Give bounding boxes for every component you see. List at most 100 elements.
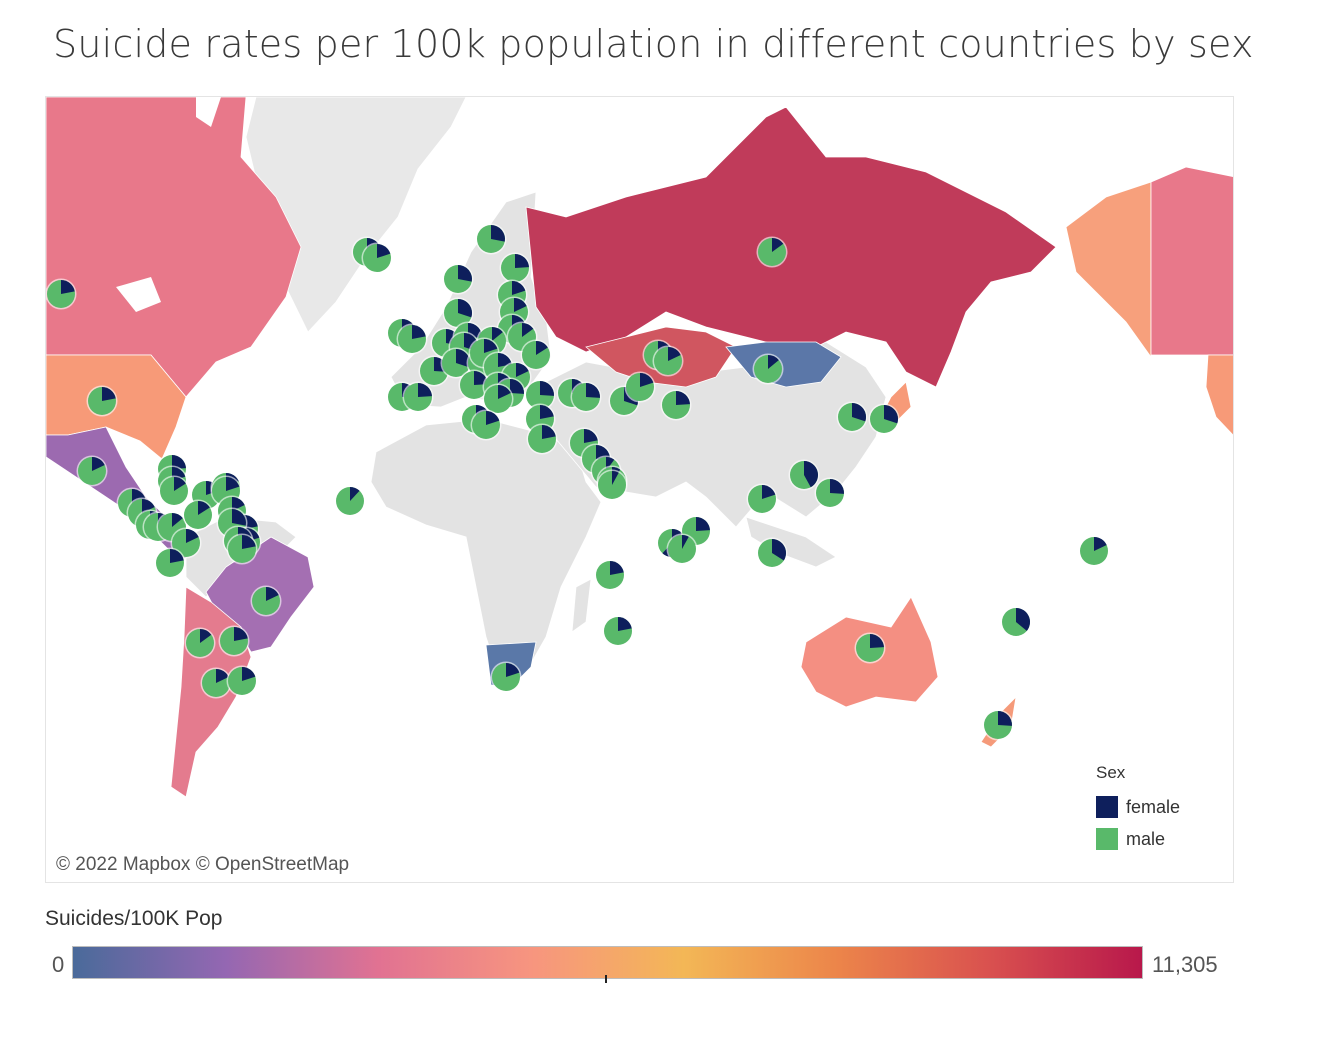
- legend-item-female[interactable]: female: [1096, 791, 1180, 823]
- pie-marker-brazil[interactable]: [250, 585, 282, 617]
- pie-marker-suriname[interactable]: [226, 533, 258, 565]
- pie-marker-new-zealand[interactable]: [982, 709, 1014, 741]
- pie-marker-south-africa[interactable]: [490, 661, 522, 693]
- region-se-asia[interactable]: [745, 516, 837, 568]
- region-united-states-wrap[interactable]: [1205, 354, 1234, 437]
- map-view[interactable]: © 2022 Mapbox © OpenStreetMap Sex female…: [45, 96, 1234, 883]
- pie-slice-female: [232, 497, 245, 511]
- pie-marker-canada[interactable]: [46, 278, 77, 310]
- pie-marker-seychelles[interactable]: [666, 533, 698, 565]
- region-africa[interactable]: [370, 418, 602, 683]
- pie-marker-united-states[interactable]: [86, 385, 118, 417]
- pie-marker-bulgaria[interactable]: [524, 379, 556, 411]
- pie-slice-female: [676, 391, 690, 405]
- pie-marker-oman[interactable]: [596, 469, 628, 501]
- pie-marker-mauritius[interactable]: [602, 615, 634, 647]
- pie-marker-mexico[interactable]: [76, 455, 108, 487]
- pie-marker-armenia[interactable]: [570, 381, 602, 413]
- male-swatch: [1096, 828, 1118, 850]
- pie-marker-paraguay[interactable]: [218, 625, 250, 657]
- pie-marker-russia[interactable]: [756, 236, 788, 268]
- pie-slice-female: [584, 429, 598, 443]
- pie-slice-female: [226, 477, 240, 491]
- pie-slice-female: [668, 347, 681, 361]
- pie-slice-female: [542, 425, 556, 439]
- pie-marker-israel[interactable]: [526, 423, 558, 455]
- pie-slice-female: [244, 515, 258, 529]
- pie-marker-kazakhstan[interactable]: [652, 345, 684, 377]
- pie-slice-female: [510, 379, 524, 394]
- region-canada-east-wrap[interactable]: [1150, 166, 1234, 356]
- region-russia[interactable]: [525, 106, 1057, 388]
- region-alaska[interactable]: [1065, 181, 1152, 359]
- pie-slice-female: [350, 487, 360, 501]
- pie-marker-cabo-verde[interactable]: [334, 485, 366, 517]
- pie-marker-thailand[interactable]: [746, 483, 778, 515]
- pie-marker-mongolia[interactable]: [752, 353, 784, 385]
- region-madagascar[interactable]: [571, 578, 592, 633]
- sex-legend: Sex female male: [1096, 763, 1180, 855]
- pie-slice-female: [768, 355, 779, 369]
- pie-slice-female: [418, 382, 432, 397]
- pie-slice-female: [586, 383, 600, 398]
- pie-marker-philippines[interactable]: [814, 477, 846, 509]
- pie-slice-female: [198, 501, 210, 515]
- pie-slice-female: [216, 669, 229, 683]
- pie-marker-panama[interactable]: [182, 499, 214, 531]
- pie-marker-norway[interactable]: [442, 263, 474, 295]
- pie-marker-australia[interactable]: [854, 632, 886, 664]
- pie-marker-malta[interactable]: [470, 409, 502, 441]
- pie-marker-sweden[interactable]: [475, 223, 507, 255]
- pie-slice-female: [682, 535, 689, 549]
- pie-slice-female: [540, 405, 554, 419]
- pie-slice-female: [522, 323, 534, 337]
- pie-marker-argentina[interactable]: [200, 667, 232, 699]
- pie-slice-female: [170, 549, 184, 563]
- legend-title: Sex: [1096, 763, 1126, 782]
- pie-marker-kiribati[interactable]: [1078, 535, 1110, 567]
- legend-item-male[interactable]: male: [1096, 823, 1180, 855]
- pie-slice-female: [458, 265, 472, 282]
- pie-slice-female: [412, 325, 426, 339]
- pie-marker-macau[interactable]: [788, 459, 820, 491]
- pie-marker-chile[interactable]: [184, 627, 216, 659]
- pie-marker-singapore[interactable]: [756, 537, 788, 569]
- pie-slice-female: [998, 711, 1012, 726]
- pie-marker-netherlands[interactable]: [442, 297, 474, 329]
- pie-slice-female: [172, 513, 183, 527]
- pie-marker-south-korea[interactable]: [836, 401, 868, 433]
- pie-marker-uruguay[interactable]: [226, 665, 258, 697]
- pie-marker-uzbekistan[interactable]: [660, 389, 692, 421]
- legend-label-male: male: [1126, 828, 1166, 849]
- pie-slice-female: [200, 629, 212, 643]
- pie-slice-female: [640, 373, 654, 387]
- pie-marker-ukraine[interactable]: [520, 339, 552, 371]
- pie-slice-female: [102, 387, 116, 401]
- pie-marker-ireland[interactable]: [396, 323, 428, 355]
- pie-marker-switzerland[interactable]: [440, 347, 472, 379]
- pie-slice-female: [186, 529, 199, 543]
- pie-slice-female: [174, 477, 186, 491]
- pie-marker-portugal[interactable]: [402, 381, 434, 413]
- pie-marker-turkmenistan[interactable]: [624, 371, 656, 403]
- pie-marker-finland[interactable]: [499, 252, 531, 284]
- pie-marker-greece[interactable]: [482, 383, 514, 415]
- female-swatch: [1096, 796, 1118, 818]
- color-scale-bar[interactable]: [72, 946, 1143, 979]
- chart-title: Suicide rates per 100k population in dif…: [53, 22, 1254, 66]
- pie-marker-fiji[interactable]: [1000, 606, 1032, 638]
- pie-slice-female: [266, 587, 279, 601]
- pie-slice-female: [618, 617, 632, 631]
- pie-marker-japan[interactable]: [868, 403, 900, 435]
- pie-slice-female: [492, 327, 503, 341]
- pie-slice-female: [242, 667, 256, 681]
- pie-marker-reunion[interactable]: [594, 559, 626, 591]
- pie-slice-female: [852, 403, 867, 422]
- world-map[interactable]: [46, 97, 1234, 883]
- pie-marker-ecuador[interactable]: [154, 547, 186, 579]
- pie-slice-female: [830, 479, 844, 494]
- pie-marker-iceland[interactable]: [361, 242, 393, 274]
- pie-marker-jamaica[interactable]: [158, 475, 190, 507]
- pie-marker-italy[interactable]: [458, 369, 490, 401]
- pie-slice-female: [804, 461, 818, 488]
